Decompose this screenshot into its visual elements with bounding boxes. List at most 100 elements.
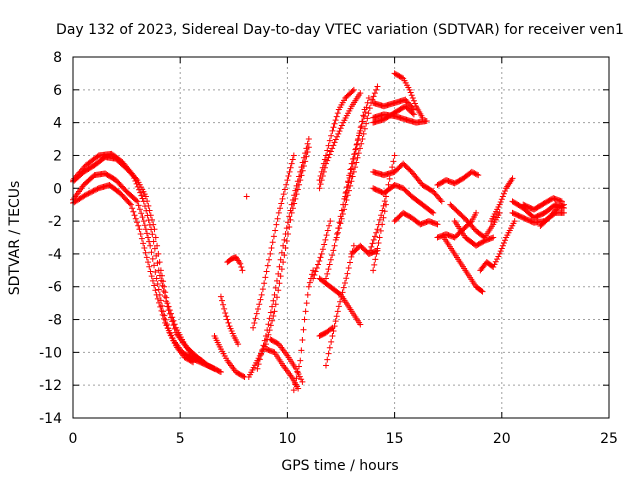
data-point	[154, 295, 161, 302]
data-point	[471, 170, 478, 177]
data-point	[168, 314, 175, 321]
data-point	[317, 254, 324, 261]
data-point	[344, 270, 351, 277]
data-point	[332, 318, 339, 325]
data-point	[81, 192, 88, 199]
data-point	[152, 287, 159, 294]
data-point	[281, 186, 288, 193]
data-point	[330, 124, 337, 131]
data-point	[140, 218, 147, 225]
data-point	[303, 145, 310, 152]
data-point	[322, 160, 329, 167]
data-point	[264, 327, 271, 334]
data-point	[554, 204, 561, 211]
data-point	[409, 110, 416, 117]
data-point	[490, 234, 497, 241]
data-point	[289, 156, 296, 163]
data-point	[381, 198, 388, 205]
data-point	[316, 257, 323, 264]
data-point	[329, 332, 336, 339]
data-point	[321, 164, 328, 171]
series-trace-ai	[447, 201, 503, 241]
series-trace-ag	[434, 168, 482, 188]
data-point	[147, 242, 154, 249]
data-point	[324, 147, 331, 154]
data-point	[350, 242, 357, 249]
data-point	[136, 206, 143, 213]
data-point	[341, 206, 348, 213]
data-point	[295, 385, 302, 392]
data-point	[140, 198, 147, 205]
data-point	[129, 205, 136, 212]
data-point	[334, 110, 341, 117]
data-point	[498, 196, 505, 203]
data-point	[305, 283, 312, 290]
data-points	[70, 70, 567, 394]
data-point	[499, 193, 506, 200]
data-point	[263, 268, 270, 275]
y-tick-label: 4	[53, 116, 62, 132]
data-point	[341, 279, 348, 286]
data-point	[380, 214, 387, 221]
data-point	[134, 198, 141, 205]
data-point	[73, 172, 80, 179]
data-point	[357, 90, 364, 97]
data-point	[140, 240, 147, 247]
data-point	[345, 187, 352, 194]
data-point	[328, 338, 335, 345]
data-point	[406, 86, 413, 93]
data-point	[558, 202, 565, 209]
data-point	[164, 324, 171, 331]
data-point	[289, 196, 296, 203]
data-point	[148, 226, 155, 233]
data-point	[375, 239, 382, 246]
data-point	[336, 219, 343, 226]
series-trace-aq	[537, 201, 567, 230]
data-point	[370, 236, 377, 243]
data-point	[337, 298, 344, 305]
data-point	[343, 196, 350, 203]
data-point	[127, 201, 134, 208]
data-point	[502, 188, 509, 195]
data-point	[138, 210, 145, 217]
series-trace-ap	[520, 195, 565, 213]
data-point	[238, 264, 245, 271]
data-point	[367, 247, 374, 254]
data-point	[131, 175, 138, 182]
data-point	[390, 158, 397, 165]
data-point	[142, 193, 149, 200]
data-point	[159, 282, 166, 289]
data-point	[293, 182, 300, 189]
data-point	[250, 324, 257, 331]
series-trace-i	[254, 136, 312, 372]
data-point	[500, 190, 507, 197]
data-point	[386, 175, 393, 182]
data-point	[273, 221, 280, 228]
data-point	[266, 315, 273, 322]
data-point	[335, 130, 342, 137]
data-point	[224, 316, 231, 323]
data-point	[328, 325, 335, 332]
data-point	[223, 313, 230, 320]
data-point	[357, 124, 364, 131]
data-point	[376, 234, 383, 241]
data-point	[252, 315, 259, 322]
data-point	[511, 218, 518, 225]
data-point	[324, 356, 331, 363]
data-point	[366, 105, 373, 112]
y-tick-label: -10	[39, 345, 62, 361]
data-point	[277, 256, 284, 263]
data-point	[479, 288, 486, 295]
data-point	[151, 282, 158, 289]
data-point	[261, 280, 268, 287]
data-point	[135, 202, 142, 209]
data-point	[162, 319, 169, 326]
data-point	[89, 188, 96, 195]
data-point	[310, 275, 317, 282]
series-trace-d	[70, 181, 218, 372]
data-point	[235, 341, 242, 348]
data-point	[265, 321, 272, 328]
data-point	[294, 369, 301, 376]
data-point	[220, 301, 227, 308]
series-trace-n	[322, 242, 357, 369]
